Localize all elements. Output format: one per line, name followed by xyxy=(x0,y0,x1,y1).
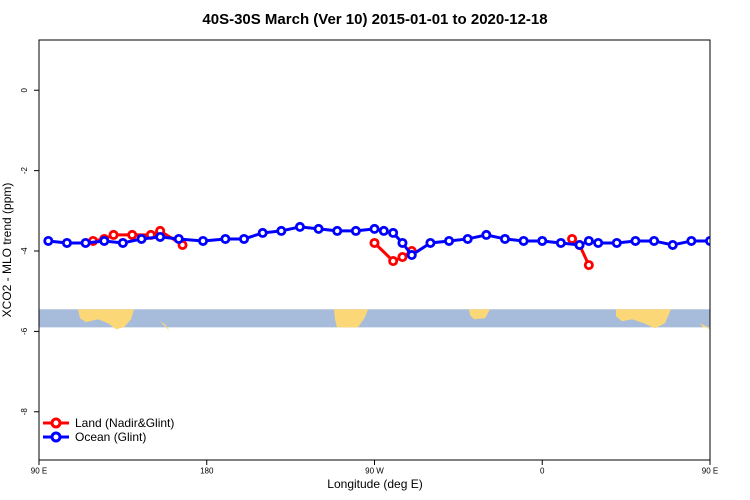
y-tick-label: -4 xyxy=(20,247,29,255)
data-point xyxy=(744,239,750,246)
legend-land-label: Land (Nadir&Glint) xyxy=(75,416,174,430)
y-tick-label: -6 xyxy=(20,327,29,335)
series-layer xyxy=(43,221,750,271)
land-shape-4 xyxy=(616,309,671,329)
data-point xyxy=(61,237,72,248)
data-point xyxy=(397,237,408,248)
legend-land-marker xyxy=(50,417,62,429)
data-point xyxy=(518,235,529,246)
y-tick-label: 0 xyxy=(20,87,29,92)
data-point xyxy=(583,260,594,271)
data-point xyxy=(462,233,473,244)
plot-frame xyxy=(38,39,711,461)
data-point xyxy=(611,237,622,248)
series-1 xyxy=(43,221,750,261)
data-point xyxy=(583,235,594,246)
data-point xyxy=(198,235,209,246)
data-point xyxy=(117,237,128,248)
x-tick-label: 180 xyxy=(200,467,214,476)
land-shape-3 xyxy=(469,309,490,320)
land-shape-0 xyxy=(78,309,134,330)
land-shape-5 xyxy=(700,323,710,331)
data-point xyxy=(257,227,268,238)
ocean-band xyxy=(39,309,710,328)
data-point xyxy=(313,223,324,234)
data-point xyxy=(369,237,380,248)
series-0 xyxy=(88,225,594,271)
data-point xyxy=(173,233,184,244)
data-point xyxy=(108,229,119,240)
data-point xyxy=(705,235,710,246)
data-point xyxy=(567,233,578,244)
x-tick-label: 0 xyxy=(540,467,545,476)
chart-title: 40S-30S March (Ver 10) 2015-01-01 to 202… xyxy=(202,11,547,28)
data-point xyxy=(155,231,166,242)
data-point xyxy=(406,250,417,261)
data-point xyxy=(276,225,287,236)
data-point xyxy=(136,233,147,244)
data-point xyxy=(686,235,697,246)
x-tick-label: 90 E xyxy=(702,467,718,476)
data-point xyxy=(378,225,389,236)
data-point xyxy=(127,229,138,240)
data-point xyxy=(725,237,732,244)
data-point xyxy=(574,239,585,250)
y-tick-label: -8 xyxy=(20,408,29,416)
data-point xyxy=(388,256,399,267)
y-tick-label: -2 xyxy=(20,167,29,175)
x-tick-label: 90 W xyxy=(365,467,384,476)
data-point xyxy=(444,235,455,246)
axis-ticks: 90 E 180 90 W 0 90 E 0 -2 -4 -6 -8 xyxy=(20,87,718,475)
data-point xyxy=(369,223,380,234)
data-point xyxy=(99,235,110,246)
data-point xyxy=(80,237,91,248)
x-axis-label: Longitude (deg E) xyxy=(327,477,422,491)
data-point xyxy=(350,225,361,236)
data-point xyxy=(649,235,660,246)
data-point xyxy=(537,235,548,246)
data-point xyxy=(481,229,492,240)
land-shape-1 xyxy=(160,321,170,332)
data-point xyxy=(239,233,250,244)
world-map-band xyxy=(39,309,710,332)
data-point xyxy=(332,225,343,236)
data-point xyxy=(593,237,604,248)
x-tick-label: 90 E xyxy=(31,467,47,476)
y-axis-label: XCO2 - MLO trend (ppm) xyxy=(0,183,14,318)
data-point xyxy=(220,233,231,244)
data-point xyxy=(667,239,678,250)
data-point xyxy=(630,235,641,246)
data-point xyxy=(388,227,399,238)
data-point xyxy=(499,233,510,244)
legend-ocean-marker xyxy=(50,431,62,443)
legend: Land (Nadir&Glint) Ocean (Glint) xyxy=(43,416,174,444)
legend-ocean-label: Ocean (Glint) xyxy=(75,430,146,444)
land-shape-2 xyxy=(334,309,368,328)
data-point xyxy=(425,237,436,248)
data-point xyxy=(555,237,566,248)
data-point xyxy=(397,252,408,263)
data-point xyxy=(294,221,305,232)
data-point xyxy=(43,235,54,246)
